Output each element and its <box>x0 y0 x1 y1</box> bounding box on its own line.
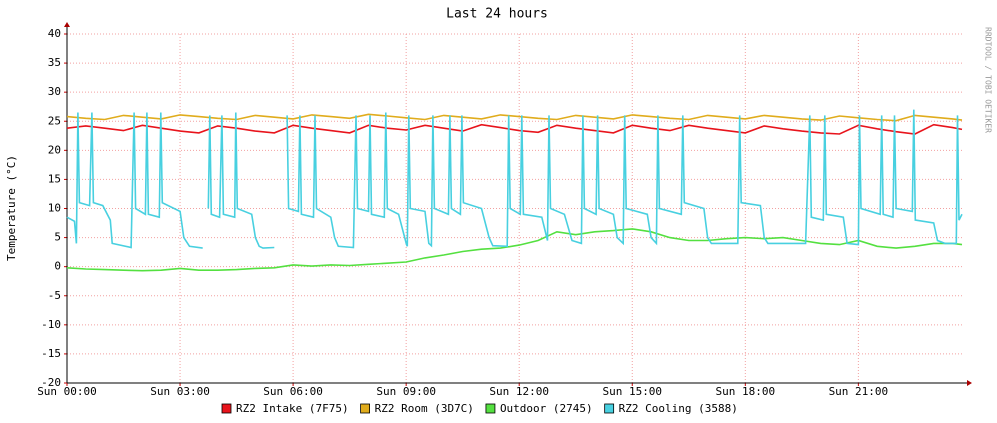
y-tick-label: -10 <box>41 318 61 331</box>
y-tick-label: 20 <box>48 143 61 156</box>
axis-arrow <box>64 22 70 27</box>
legend-swatch <box>221 403 232 414</box>
y-tick-label: 0 <box>54 260 61 273</box>
x-tick-label: Sun 06:00 <box>263 385 323 398</box>
legend-label: RZ2 Room (3D7C) <box>375 402 474 415</box>
chart-title: Last 24 hours <box>446 7 548 22</box>
x-tick-label: Sun 00:00 <box>37 385 97 398</box>
x-tick-label: Sun 03:00 <box>150 385 210 398</box>
legend-label: Outdoor (2745) <box>500 402 593 415</box>
y-tick-label: 15 <box>48 172 61 185</box>
x-tick-label: Sun 18:00 <box>716 385 776 398</box>
y-tick-label: 10 <box>48 202 61 215</box>
legend-label: RZ2 Intake (7F75) <box>236 402 349 415</box>
x-tick-label: Sun 09:00 <box>376 385 436 398</box>
x-tick-label: Sun 12:00 <box>489 385 549 398</box>
series-line <box>66 228 963 272</box>
x-tick-label: Sun 21:00 <box>829 385 889 398</box>
legend-swatch <box>360 403 370 414</box>
y-tick-label: 40 <box>48 27 61 40</box>
series-line <box>66 123 963 135</box>
y-tick-label: -15 <box>41 347 61 360</box>
x-tick-label: Sun 15:00 <box>602 385 662 398</box>
y-tick-label: 30 <box>48 85 61 98</box>
series-line <box>66 113 963 122</box>
series-line <box>286 109 963 249</box>
series-line <box>207 112 275 249</box>
y-tick-label: 5 <box>54 231 61 244</box>
axis-arrow <box>967 380 972 386</box>
y-tick-label: 25 <box>48 114 61 127</box>
y-tick-label: -5 <box>48 289 61 302</box>
watermark: RRDTOOL / TOBI OETIKER <box>984 27 993 133</box>
legend-swatch <box>604 403 615 414</box>
legend-label: RZ2 Cooling (3588) <box>619 402 738 415</box>
y-tick-label: 35 <box>48 56 61 69</box>
y-axis-label: Temperature (°C) <box>5 155 18 261</box>
series-line <box>66 112 203 249</box>
legend-swatch <box>485 403 496 414</box>
y-tick-label: -20 <box>41 376 61 389</box>
